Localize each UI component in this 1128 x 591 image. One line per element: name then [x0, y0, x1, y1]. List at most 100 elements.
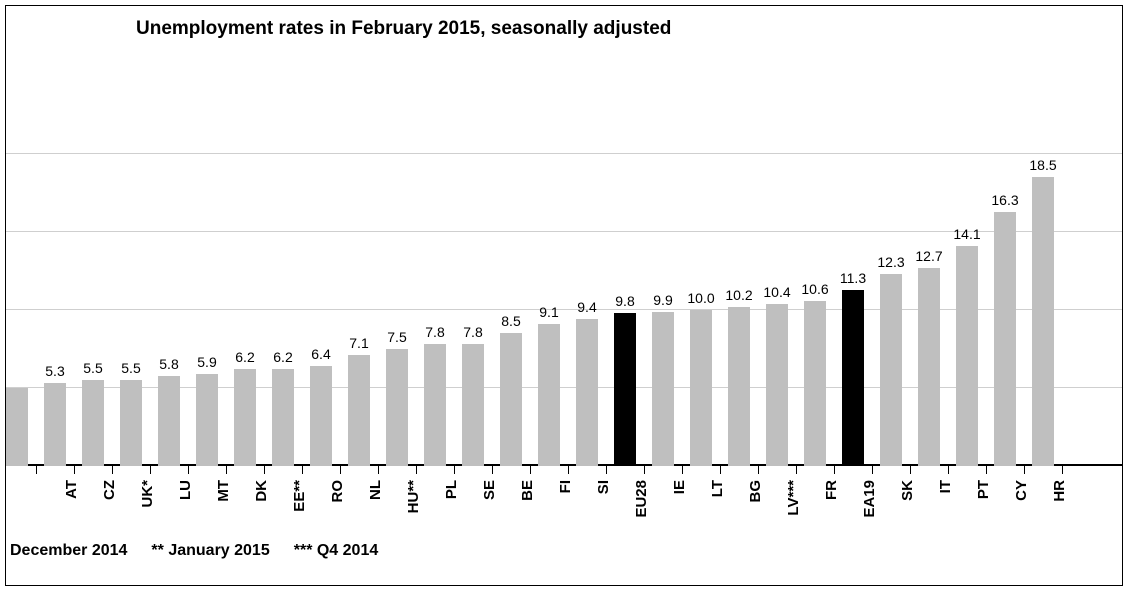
bar-value-label: 7.1 — [349, 335, 368, 351]
bar-value-label: 12.7 — [915, 248, 942, 264]
x-category-label: FI — [557, 480, 574, 493]
bar — [766, 304, 788, 466]
x-category-label: AT — [63, 480, 80, 499]
footnote-segment: *** Q4 2014 — [294, 542, 379, 560]
x-tick — [872, 466, 873, 474]
x-tick — [720, 466, 721, 474]
bar — [804, 301, 826, 466]
bar-value-label: 10.4 — [763, 284, 790, 300]
bar-value-label: 18.5 — [1029, 157, 1056, 173]
bar-value-label: 10.6 — [801, 281, 828, 297]
x-category-label: LT — [709, 480, 726, 497]
bar — [880, 274, 902, 466]
bar — [386, 349, 408, 466]
gridline — [6, 309, 1122, 310]
bar-value-label: 7.5 — [387, 329, 406, 345]
bar — [956, 246, 978, 466]
x-tick — [226, 466, 227, 474]
x-category-label: SK — [899, 480, 916, 501]
footnote-segment: ** January 2015 — [151, 542, 269, 560]
x-category-label: IE — [671, 480, 688, 494]
bar — [500, 333, 522, 466]
x-category-label: EE** — [291, 480, 308, 512]
bar — [82, 380, 104, 466]
x-tick — [568, 466, 569, 474]
bar — [44, 383, 66, 466]
x-tick — [758, 466, 759, 474]
bar — [652, 312, 674, 466]
x-tick — [340, 466, 341, 474]
x-tick — [264, 466, 265, 474]
x-tick — [1062, 466, 1063, 474]
x-tick — [112, 466, 113, 474]
bar — [728, 307, 750, 466]
bar — [424, 344, 446, 466]
bar-value-label: 8.5 — [501, 313, 520, 329]
bar-highlight — [842, 290, 864, 466]
bar-value-label: 16.3 — [991, 192, 1018, 208]
bar-value-label: 7.8 — [463, 324, 482, 340]
x-category-label: LV*** — [785, 480, 802, 516]
bar — [310, 366, 332, 466]
bar — [538, 324, 560, 466]
chart-footnote: December 2014 ** January 2015 *** Q4 2014 — [10, 542, 378, 560]
bar — [576, 319, 598, 466]
x-category-label: PT — [975, 480, 992, 499]
chart-title: Unemployment rates in February 2015, sea… — [136, 18, 671, 40]
bar — [120, 380, 142, 466]
x-category-label: CZ — [101, 480, 118, 500]
x-tick — [378, 466, 379, 474]
x-tick — [492, 466, 493, 474]
bar — [6, 388, 28, 466]
x-category-label: MT — [215, 480, 232, 502]
bar-value-label: 5.9 — [197, 354, 216, 370]
x-tick — [948, 466, 949, 474]
x-tick — [606, 466, 607, 474]
x-category-label: SI — [595, 480, 612, 494]
x-category-label: FR — [823, 480, 840, 500]
x-tick — [36, 466, 37, 474]
bar-value-label: 6.2 — [235, 349, 254, 365]
x-tick — [1024, 466, 1025, 474]
bar — [690, 310, 712, 466]
x-tick — [416, 466, 417, 474]
x-tick — [910, 466, 911, 474]
bar — [196, 374, 218, 466]
x-tick — [644, 466, 645, 474]
x-category-label: HR — [1051, 480, 1068, 502]
x-category-label: HU** — [405, 480, 422, 513]
bar-highlight — [614, 313, 636, 466]
x-axis-labels-area: ATCZUK*LUMTDKEE**RONLHU**PLSEBEFISIEU28I… — [6, 466, 1122, 536]
gridline — [6, 153, 1122, 154]
x-tick — [150, 466, 151, 474]
bar-value-label: 9.4 — [577, 299, 596, 315]
x-tick — [454, 466, 455, 474]
x-category-label: CY — [1013, 480, 1030, 501]
bar — [348, 355, 370, 466]
x-tick — [834, 466, 835, 474]
x-tick — [682, 466, 683, 474]
chart-plot-area: 5.35.55.55.85.96.26.26.47.17.57.87.88.59… — [6, 76, 1122, 466]
x-category-label: EA19 — [861, 480, 878, 518]
bar-value-label: 14.1 — [953, 226, 980, 242]
bar-value-label: 5.5 — [121, 360, 140, 376]
x-tick — [796, 466, 797, 474]
x-category-label: EU28 — [633, 480, 650, 518]
x-category-label: NL — [367, 480, 384, 500]
bar-value-label: 11.3 — [840, 270, 866, 286]
bar — [462, 344, 484, 466]
x-tick — [302, 466, 303, 474]
x-category-label: BG — [747, 480, 764, 503]
bar — [1032, 177, 1054, 466]
x-category-label: IT — [937, 480, 954, 493]
x-tick — [74, 466, 75, 474]
bar — [994, 212, 1016, 466]
bar-value-label: 5.8 — [159, 356, 178, 372]
bar — [234, 369, 256, 466]
footnote-segment: December 2014 — [10, 542, 127, 560]
bar-value-label: 12.3 — [877, 254, 904, 270]
x-category-label: RO — [329, 480, 346, 503]
bar-value-label: 9.9 — [653, 292, 672, 308]
x-tick — [986, 466, 987, 474]
x-category-label: SE — [481, 480, 498, 500]
